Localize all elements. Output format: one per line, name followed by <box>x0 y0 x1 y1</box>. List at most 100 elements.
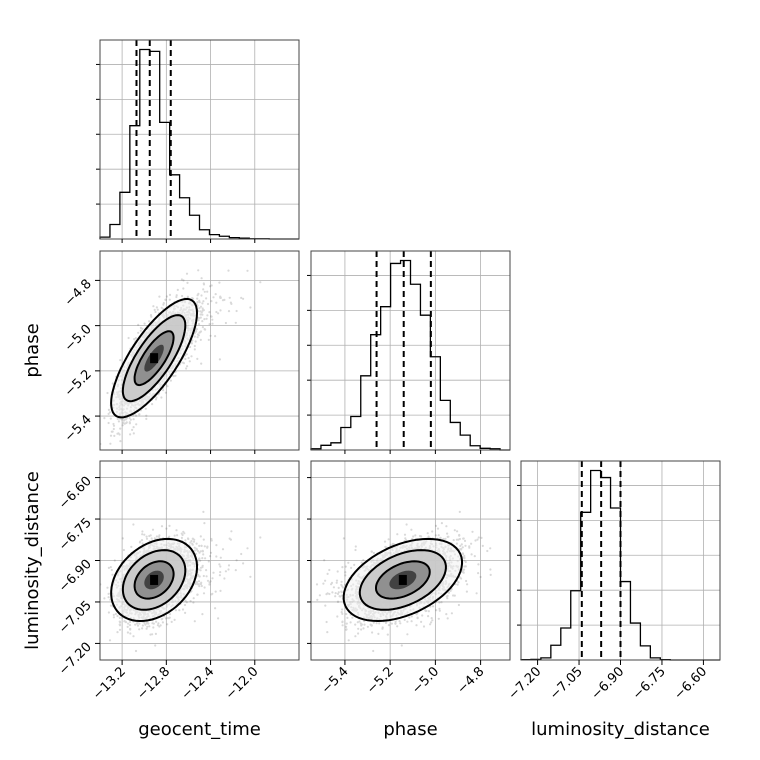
sample-point <box>154 644 157 647</box>
sample-point <box>145 622 148 625</box>
sample-point <box>129 632 132 635</box>
sample-point <box>149 633 152 636</box>
sample-point <box>130 545 133 549</box>
sample-point <box>180 536 183 540</box>
sample-point <box>175 529 178 532</box>
sample-point <box>164 391 167 394</box>
sample-point <box>197 573 200 577</box>
sample-point <box>235 309 238 313</box>
sample-point <box>203 318 206 321</box>
sample-point <box>242 297 245 300</box>
sample-point <box>134 337 137 340</box>
sample-point <box>125 421 128 424</box>
sample-point <box>140 539 144 542</box>
sample-point <box>195 328 198 331</box>
sample-point <box>108 411 112 414</box>
sample-point <box>195 330 198 333</box>
sample-point <box>197 334 200 337</box>
sample-point <box>204 328 207 331</box>
sample-point <box>230 530 233 533</box>
sample-point <box>162 302 165 305</box>
sample-point <box>197 583 200 586</box>
sample-point <box>203 586 206 589</box>
sample-point <box>196 333 199 336</box>
scatter-panel-geocent_time-phase <box>99 250 300 451</box>
sample-point <box>214 607 217 610</box>
sample-point <box>109 604 113 607</box>
sample-point <box>193 344 196 348</box>
sample-point <box>164 298 167 301</box>
sample-point <box>202 592 206 595</box>
sample-point <box>183 532 186 535</box>
sample-point <box>198 575 201 578</box>
sample-point <box>198 585 201 588</box>
sample-point <box>230 302 233 305</box>
sample-point <box>185 272 189 275</box>
sample-point <box>201 309 204 312</box>
sample-point <box>218 563 221 566</box>
sample-point <box>135 423 138 426</box>
sample-point <box>191 297 195 300</box>
sample-point <box>116 417 119 421</box>
sample-point <box>209 285 212 288</box>
sample-point <box>161 621 164 624</box>
sample-point <box>161 617 164 620</box>
sample-point <box>156 624 159 627</box>
sample-point <box>143 533 146 536</box>
sample-point <box>190 342 193 345</box>
sample-point <box>158 295 161 298</box>
sample-point <box>205 569 208 572</box>
sample-point <box>116 614 119 618</box>
sample-point <box>219 309 222 312</box>
sample-point <box>190 355 193 358</box>
sample-point <box>148 625 151 628</box>
sample-point <box>112 422 115 426</box>
sample-point <box>223 577 226 580</box>
sample-point <box>136 624 140 627</box>
sample-point <box>123 422 126 425</box>
sample-point <box>111 573 114 576</box>
sample-point <box>141 627 144 630</box>
panel-frame <box>310 250 511 451</box>
sample-point <box>128 422 131 425</box>
sample-point <box>138 413 141 416</box>
sample-point <box>202 300 205 303</box>
sample-point <box>194 582 197 586</box>
sample-point <box>166 617 169 620</box>
sample-point <box>200 584 203 588</box>
sample-point <box>118 623 121 626</box>
sample-point <box>148 320 151 323</box>
sample-point <box>207 560 210 563</box>
sample-point <box>126 631 129 634</box>
sample-point <box>219 296 222 299</box>
sample-point <box>221 548 225 551</box>
sample-point <box>242 562 245 565</box>
histogram-phase <box>310 259 510 451</box>
sample-point <box>139 329 142 332</box>
sample-point <box>212 296 215 299</box>
sample-point <box>193 538 196 541</box>
panel-frame <box>99 250 300 451</box>
sample-point <box>196 357 199 360</box>
sample-point <box>182 530 185 533</box>
sample-point <box>168 298 171 301</box>
sample-point <box>109 434 113 437</box>
sample-point <box>240 552 243 556</box>
sample-point <box>132 418 135 421</box>
sample-point <box>184 539 187 542</box>
sample-point <box>206 302 210 306</box>
sample-point <box>201 613 204 616</box>
sample-point <box>203 328 206 331</box>
sample-point <box>155 535 158 538</box>
sample-point <box>156 308 159 311</box>
sample-point <box>157 535 161 539</box>
sample-point <box>219 296 222 299</box>
sample-point <box>246 547 249 550</box>
sample-point <box>146 621 149 624</box>
sample-point <box>206 314 209 317</box>
sample-point <box>218 281 221 284</box>
sample-point <box>137 323 140 326</box>
sample-point <box>138 413 141 416</box>
sample-point <box>202 288 205 291</box>
sample-point <box>125 421 128 425</box>
